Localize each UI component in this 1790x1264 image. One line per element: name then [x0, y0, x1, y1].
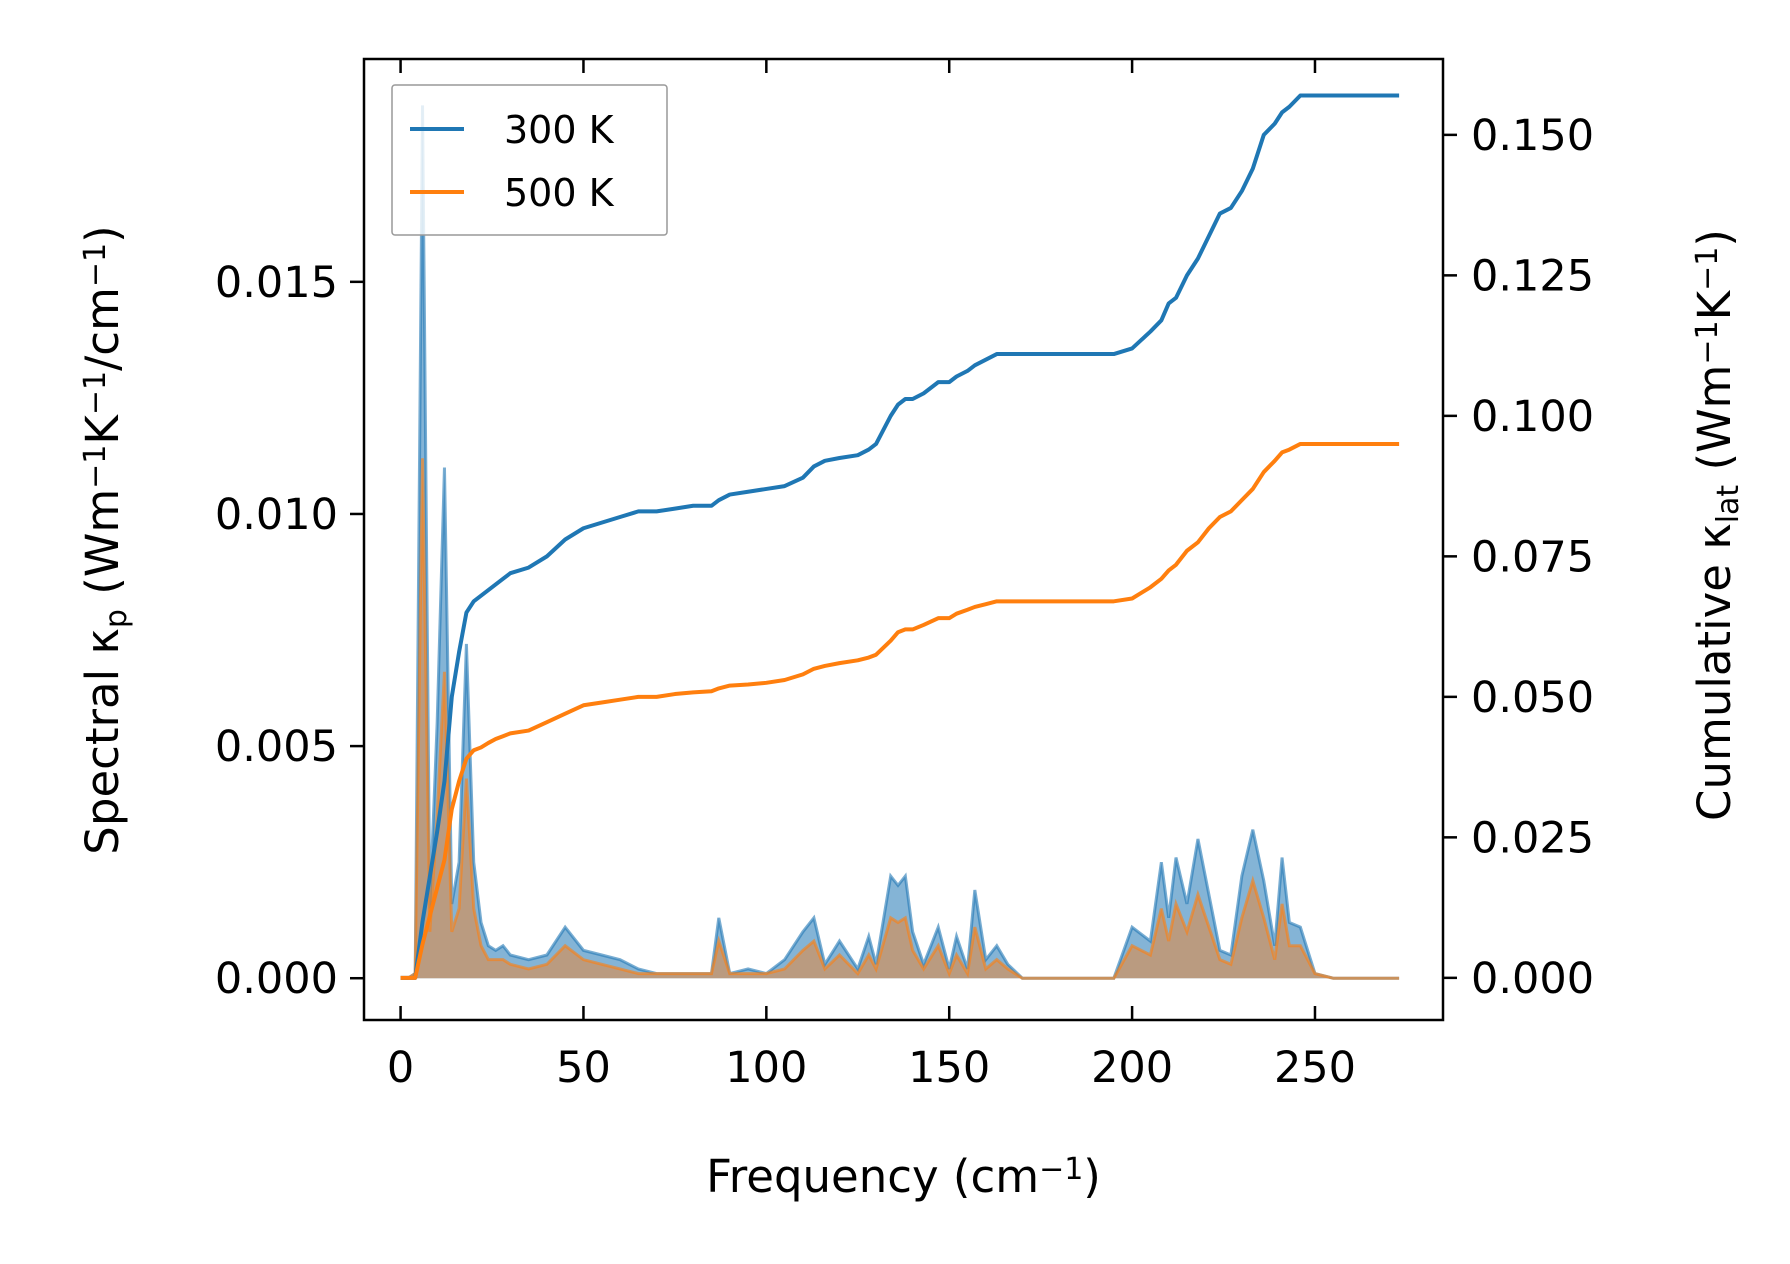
x-axis-title: Frequency (cm−1) [706, 1150, 1101, 1203]
y-tick-label-left: 0.005 [215, 722, 338, 772]
legend: 300 K 500 K [391, 84, 668, 236]
x-tick-label: 150 [908, 1043, 990, 1093]
x-tick-label: 100 [725, 1043, 807, 1093]
y-tick-label-right: 0.100 [1471, 392, 1594, 442]
y-axis-title-left: Spectral κp (Wm−1K−1/cm−1) [76, 225, 134, 854]
axes-frame [362, 57, 1445, 1022]
y-tick-label-right: 0.050 [1471, 673, 1594, 723]
y-tick-label-right: 0.000 [1471, 954, 1594, 1004]
x-tick-label: 0 [387, 1043, 414, 1093]
cumulative-line-500k [400, 441, 1400, 980]
spectral-line-500k [400, 458, 1400, 980]
x-tick-label: 200 [1091, 1043, 1173, 1093]
axes: 0 50 100 150 200 250 0.000 0.005 0.010 0.015 0.000… [76, 57, 1746, 1203]
y-tick-label-right: 0.025 [1471, 813, 1594, 863]
cumulative-line-300k [400, 93, 1400, 980]
legend-label-500k: 500 K [504, 171, 615, 215]
y-tick-label-left: 0.000 [215, 954, 338, 1004]
y-tick-label-right: 0.125 [1471, 251, 1594, 301]
legend-box [391, 84, 668, 236]
x-tick-label: 50 [556, 1043, 611, 1093]
y-tick-label-right: 0.075 [1471, 532, 1594, 582]
x-tick-label: 250 [1274, 1043, 1356, 1093]
y-tick-label-left: 0.010 [215, 490, 338, 540]
y-tick-label-left: 0.015 [215, 258, 338, 308]
spectral-line-300k [400, 105, 1400, 980]
plot-area [400, 93, 1400, 980]
y-tick-label-right: 0.150 [1471, 111, 1594, 161]
legend-label-300k: 300 K [504, 108, 615, 152]
y-axis-title-right: Cumulative κlat (Wm−1K−1) [1688, 229, 1746, 821]
